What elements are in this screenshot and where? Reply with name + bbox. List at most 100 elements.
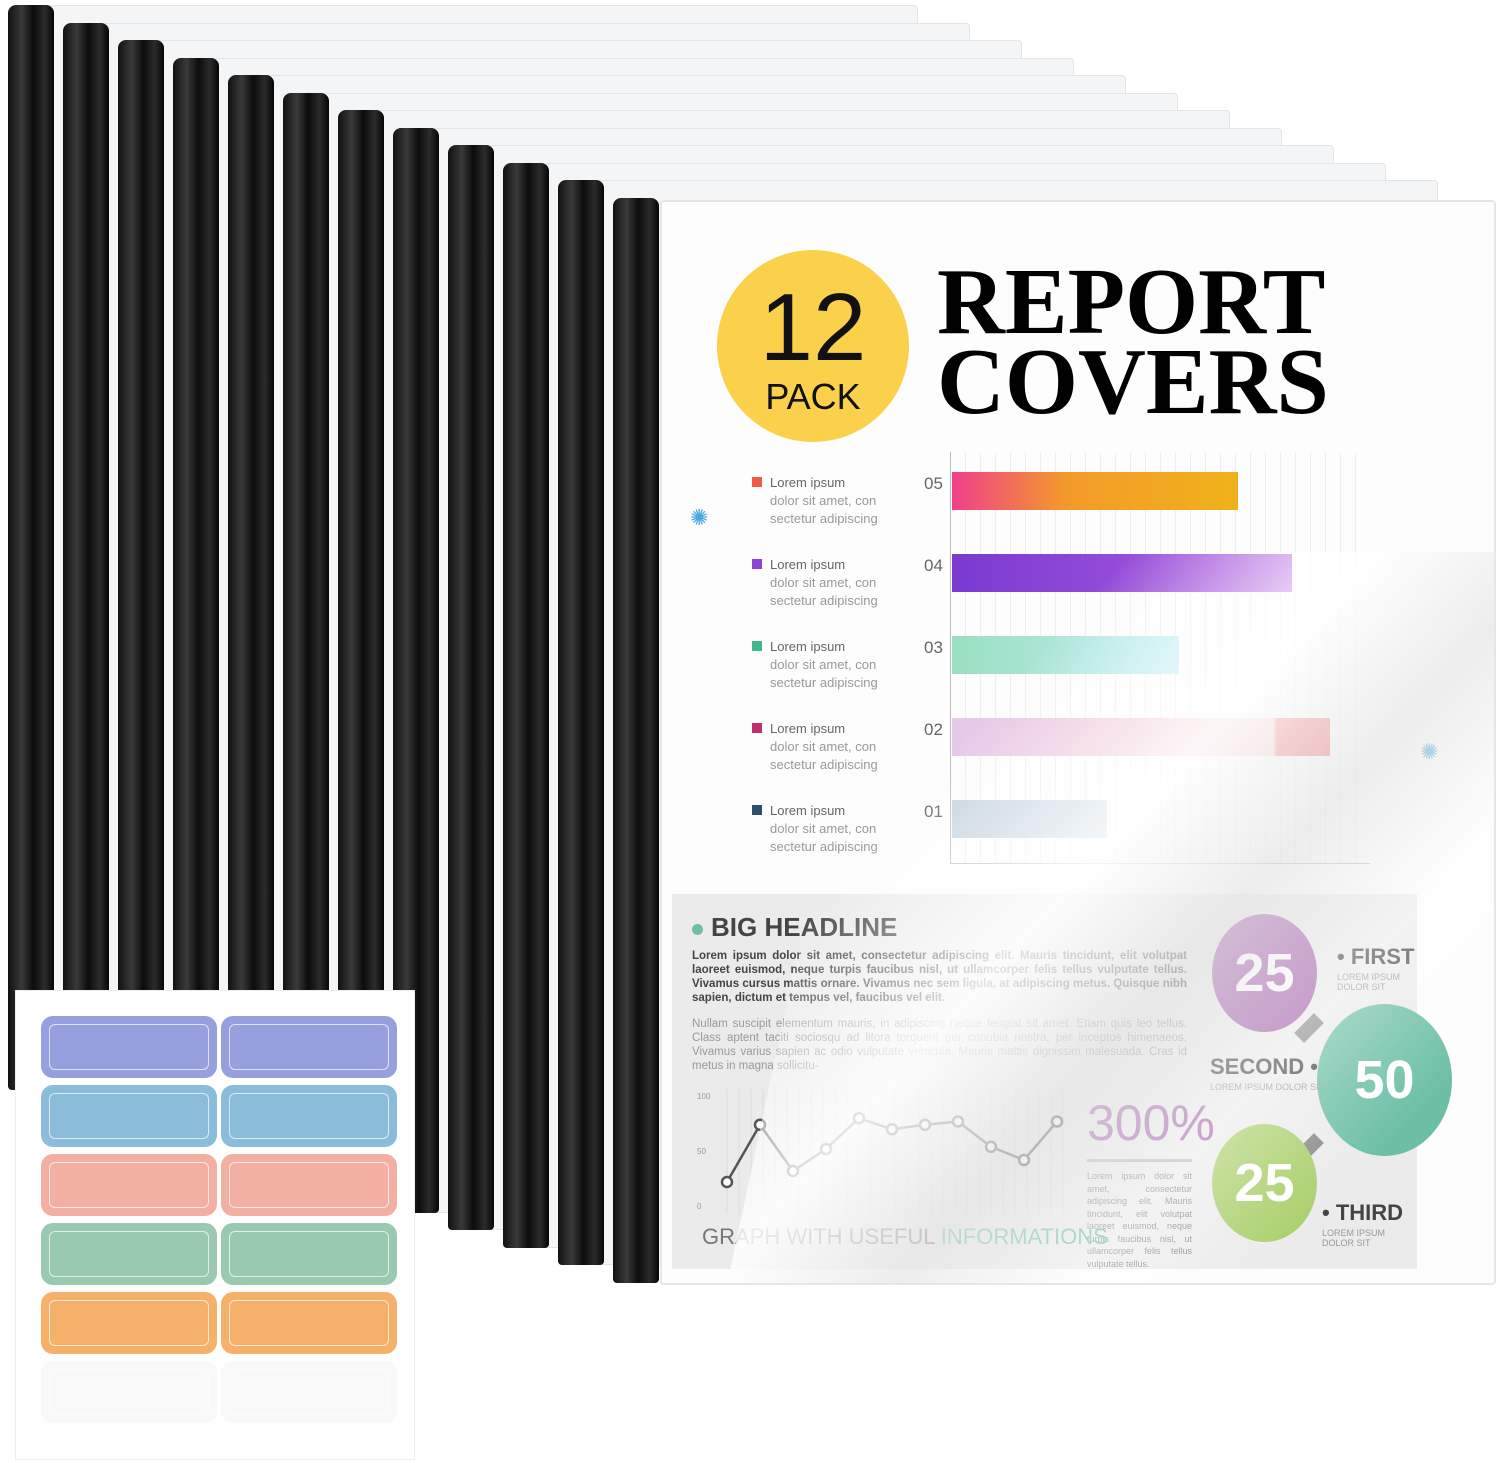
- axis-tick: 0: [697, 1202, 702, 1211]
- legend-item: Lorem ipsum dolor sit amet, con sectetur a…: [752, 474, 878, 528]
- label-sticker: [41, 1223, 217, 1285]
- label-text: FIRST: [1350, 944, 1415, 969]
- label-sticker: [221, 1085, 397, 1147]
- graph-point: [885, 1122, 899, 1136]
- circle-second: 50: [1317, 1004, 1452, 1156]
- gear-icon: ✺: [690, 505, 709, 530]
- bar: [952, 800, 1108, 838]
- label-sticker: [41, 1085, 217, 1147]
- slide-binder-spine: [173, 57, 219, 1143]
- legend-swatch: [752, 477, 762, 487]
- graph-point: [1017, 1153, 1031, 1167]
- paragraph-2: Nullam suscipit elementum mauris, in adi…: [692, 1018, 1187, 1072]
- slide-binder-spine: [613, 197, 659, 1283]
- pack-count-badge: 12 PACK: [717, 250, 909, 442]
- label-third: • THIRD: [1322, 1200, 1404, 1225]
- legend-swatch: [752, 805, 762, 815]
- bar: [952, 636, 1179, 674]
- circle-value: 25: [1234, 943, 1295, 1003]
- slide-binder-spine: [503, 162, 549, 1248]
- graph-title-a: GRAPH WITH USEFUL: [702, 1224, 941, 1249]
- product-title: REPORT COVERS: [937, 250, 1329, 434]
- front-report-cover: 12 PACK REPORT COVERS ✺ ✺ Lorem ipsum dol…: [660, 200, 1496, 1285]
- label-sticker: [41, 1292, 217, 1354]
- gear-icon: ✺: [1420, 739, 1439, 764]
- percent-figure: 300%: [1087, 1095, 1215, 1151]
- label-sticker: [221, 1361, 397, 1423]
- graph-point: [753, 1118, 767, 1132]
- graph-point: [852, 1111, 866, 1125]
- headline-text: BIG HEADLINE: [711, 912, 898, 942]
- circle-value: 25: [1234, 1153, 1295, 1213]
- line-graph: 100 50 0: [697, 1089, 1064, 1214]
- legend-line: dolor sit amet, con: [770, 739, 877, 754]
- circle-third: 25: [1212, 1124, 1317, 1242]
- label-sticker-sheet: [15, 990, 415, 1460]
- label-sub: LOREM IPSUM DOLOR SIT: [1322, 1228, 1386, 1248]
- graph-point: [951, 1115, 965, 1128]
- bar: [952, 718, 1330, 756]
- graph-title: GRAPH WITH USEFUL INFORMATIONS: [702, 1224, 1108, 1250]
- legend-line: sectetur adipiscing: [770, 675, 878, 690]
- legend-swatch: [752, 559, 762, 569]
- bar: [952, 554, 1293, 592]
- paragraph-1: Lorem ipsum dolor sit amet, consectetur …: [692, 950, 1187, 1004]
- slide-binder-spine: [8, 5, 54, 1090]
- percent-description: Lorem ipsum dolor sit amet, consectetur …: [1087, 1159, 1192, 1270]
- label-text: THIRD: [1335, 1200, 1404, 1225]
- label-sub: LOREM IPSUM DOLOR SIT: [1210, 1082, 1325, 1092]
- label-sub: LOREM IPSUM DOLOR SIT: [1337, 972, 1401, 992]
- label-sticker: [41, 1154, 217, 1216]
- graph-point: [1050, 1115, 1064, 1128]
- graph-title-b: INFORMATIONS: [940, 1224, 1108, 1249]
- bar-label: 01: [924, 802, 943, 821]
- bar-label: 02: [924, 720, 943, 739]
- axis-tick: 100: [697, 1092, 711, 1101]
- graph-point: [918, 1118, 932, 1132]
- pack-count: 12: [759, 274, 867, 381]
- legend-heading: Lorem ipsum: [770, 557, 846, 572]
- big-headline: BIG HEADLINE: [692, 912, 897, 943]
- legend-line: dolor sit amet, con: [770, 493, 877, 508]
- circle-first: 25: [1212, 914, 1317, 1032]
- label-second: SECOND •: [1210, 1054, 1318, 1079]
- label-first: • FIRST: [1337, 944, 1415, 969]
- title-line-2: COVERS: [937, 330, 1329, 434]
- infographic-panel: BIG HEADLINE Lorem ipsum dolor sit amet,…: [672, 894, 1452, 1270]
- legend-item: Lorem ipsum dolor sit amet, con sectetur a…: [752, 720, 878, 774]
- bar: [952, 472, 1238, 510]
- axis-tick: 50: [697, 1147, 706, 1156]
- label-text: SECOND: [1210, 1054, 1305, 1079]
- legend-heading: Lorem ipsum: [770, 639, 846, 654]
- circle-value: 50: [1354, 1050, 1415, 1110]
- legend-item: Lorem ipsum dolor sit amet, con sectetur a…: [752, 802, 878, 856]
- label-sticker: [41, 1016, 217, 1078]
- graph-point: [984, 1140, 998, 1154]
- legend-item: Lorem ipsum dolor sit amet, con sectetur a…: [752, 638, 878, 692]
- legend-heading: Lorem ipsum: [770, 803, 846, 818]
- legend-line: dolor sit amet, con: [770, 575, 877, 590]
- slide-binder-spine: [448, 145, 494, 1230]
- legend-line: sectetur adipiscing: [770, 757, 878, 772]
- legend-line: sectetur adipiscing: [770, 593, 878, 608]
- label-sticker: [221, 1154, 397, 1216]
- label-sticker: [221, 1223, 397, 1285]
- label-sticker: [221, 1292, 397, 1354]
- bar-label: 03: [924, 638, 943, 657]
- legend-line: sectetur adipiscing: [770, 511, 878, 526]
- bar-label: 04: [924, 556, 943, 575]
- legend-line: dolor sit amet, con: [770, 657, 877, 672]
- legend-swatch: [752, 641, 762, 651]
- slide-binder-spine: [558, 180, 604, 1265]
- legend-line: dolor sit amet, con: [770, 821, 877, 836]
- graph-point: [786, 1164, 800, 1178]
- slide-binder-spine: [228, 75, 274, 1160]
- title-line-1: REPORT: [937, 250, 1326, 354]
- legend-line: sectetur adipiscing: [770, 839, 878, 854]
- bar-label: 05: [924, 474, 943, 493]
- label-sticker: [41, 1361, 217, 1423]
- slide-binder-spine: [118, 40, 164, 1125]
- legend-heading: Lorem ipsum: [770, 721, 846, 736]
- slide-binder-spine: [63, 22, 109, 1108]
- graph-point: [720, 1175, 734, 1189]
